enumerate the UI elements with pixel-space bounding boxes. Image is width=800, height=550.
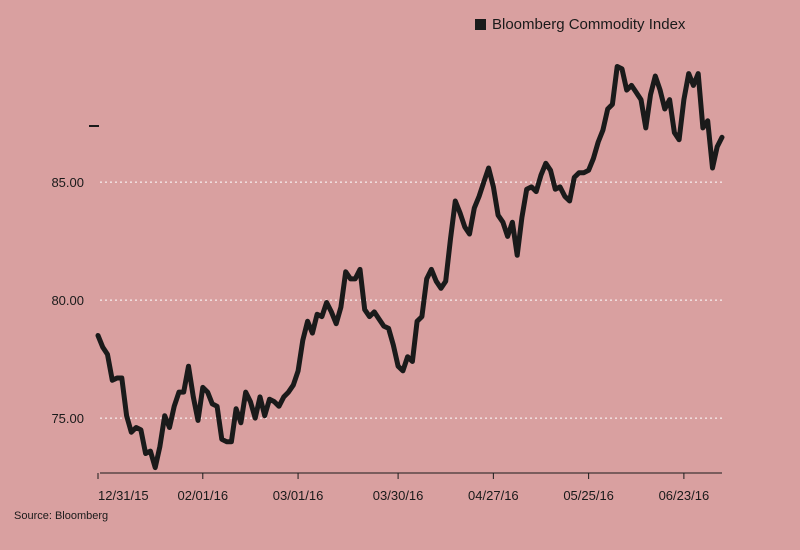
x-tick-label: 02/01/16 [177,488,228,503]
x-tick-label: 03/01/16 [273,488,324,503]
y-tick-label: 80.00 [51,293,84,308]
series-line-bloomberg-commodity-index [95,64,725,471]
y-tick-label: 85.00 [51,175,84,190]
x-tick-label: 05/25/16 [563,488,614,503]
x-tick-label: 06/23/16 [659,488,710,503]
x-tick-label: 03/30/16 [373,488,424,503]
y-tick-label: 75.00 [51,411,84,426]
legend-label: Bloomberg Commodity Index [492,16,686,33]
legend-swatch [475,19,486,30]
y-axis-ticks: 75.00 80.00 85.00 [51,175,84,426]
source-note: Source: Bloomberg [14,510,109,522]
x-tick-label: 04/27/16 [468,488,519,503]
x-tick-label: 12/31/15 [98,488,149,503]
legend: Bloomberg Commodity Index [475,16,685,33]
gridlines [100,181,722,419]
x-axis-ticks: 12/31/15 02/01/16 03/01/16 03/30/16 04/27/16… [97,473,710,503]
